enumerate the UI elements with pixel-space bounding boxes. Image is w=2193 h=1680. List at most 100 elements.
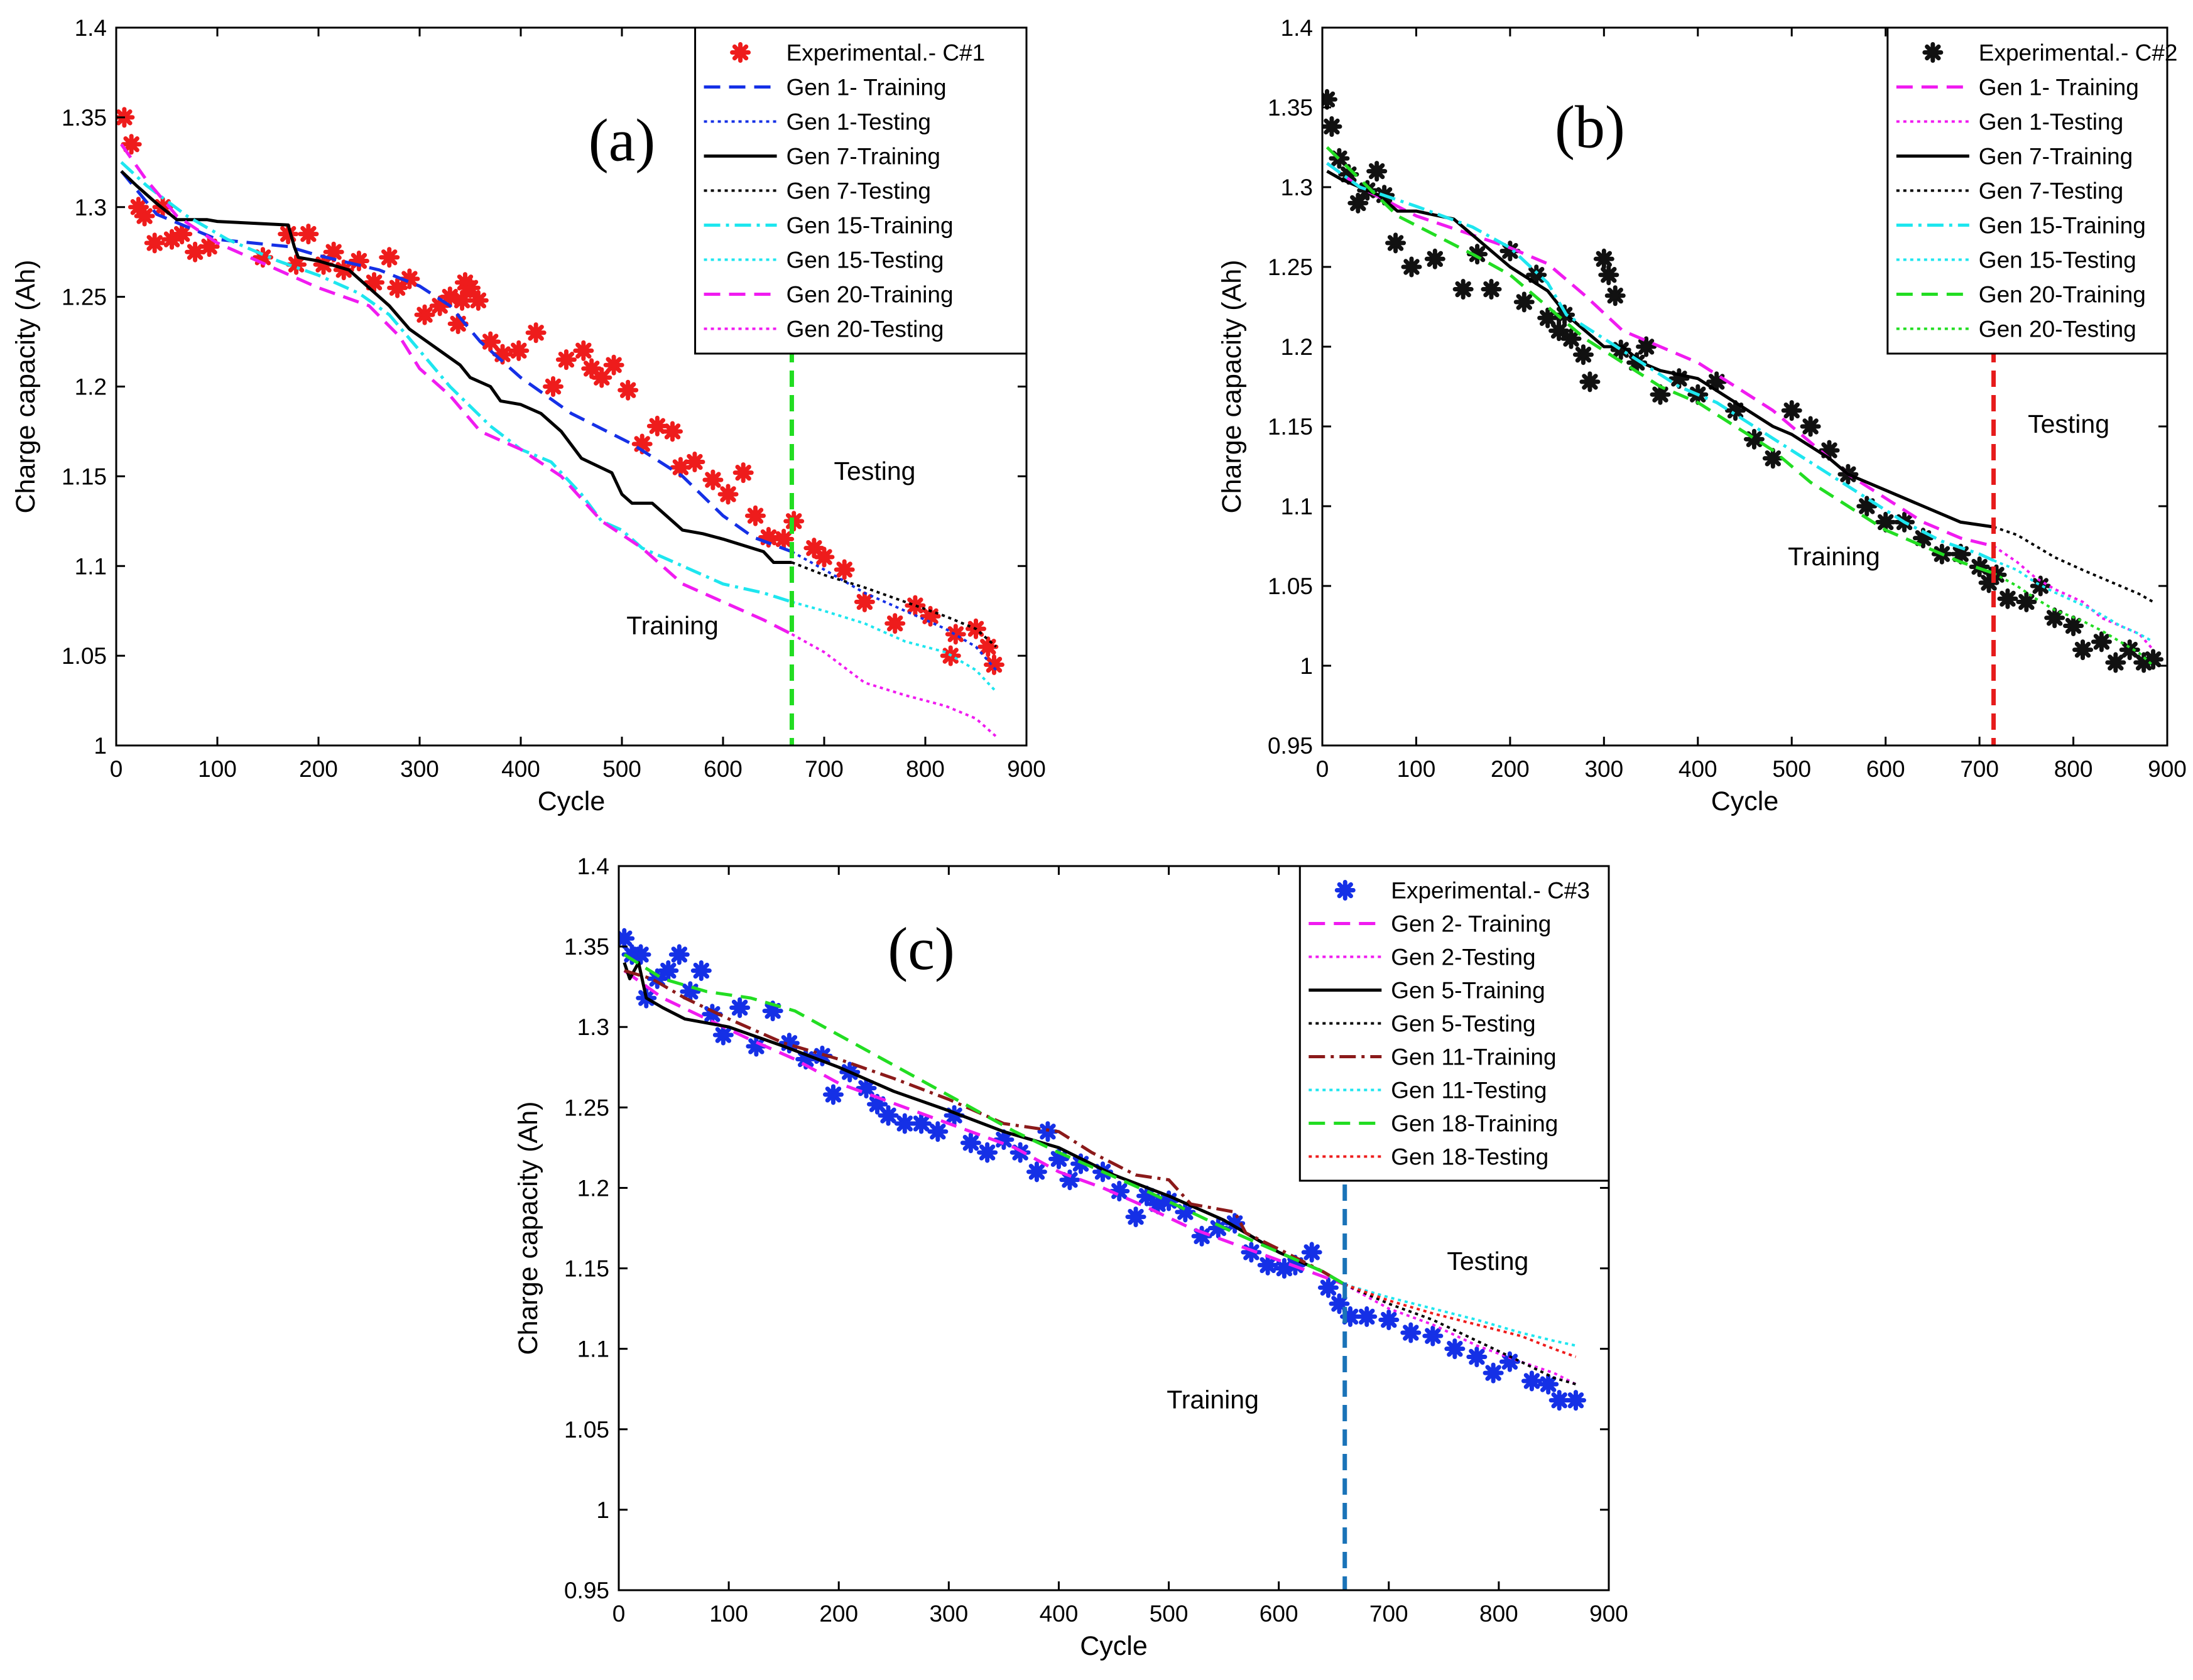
y-tick-label: 0.95	[564, 1578, 609, 1603]
annotation-testing: Testing	[2028, 409, 2109, 438]
legend-swatch	[730, 42, 751, 63]
legend-item: Gen 11-Training	[1309, 1044, 1557, 1070]
series-line-1	[1326, 161, 1994, 548]
x-axis-label: Cycle	[538, 786, 606, 816]
y-tick-label: 1.25	[62, 285, 107, 310]
x-tick-label: 0	[612, 1601, 626, 1627]
y-tick-label: 1.1	[577, 1336, 609, 1362]
legend-label: Gen 11-Testing	[1391, 1078, 1547, 1103]
x-tick-label: 700	[1369, 1601, 1408, 1627]
panel-label: (b)	[1555, 94, 1625, 161]
x-tick-label: 900	[1589, 1601, 1628, 1627]
data-point	[1725, 400, 1746, 421]
annotation-training: Training	[626, 611, 719, 640]
data-point	[1650, 384, 1671, 405]
legend-label: Experimental.- C#2	[1979, 40, 2178, 66]
legend-label: Gen 20-Testing	[1979, 317, 2136, 342]
data-point	[746, 1036, 767, 1057]
legend-label: Gen 7-Testing	[786, 178, 931, 204]
data-point	[1521, 1370, 1542, 1392]
data-point	[2072, 639, 2093, 661]
data-point	[543, 376, 564, 397]
series-line-1	[120, 170, 793, 553]
data-point	[1257, 1254, 1278, 1276]
y-tick-label: 1.4	[577, 854, 609, 879]
legend-label: Gen 7-Training	[786, 144, 940, 170]
y-tick-label: 1.3	[1281, 175, 1313, 200]
legend-item: Gen 1-Testing	[704, 109, 931, 135]
legend-item: Gen 15-Testing	[704, 247, 944, 273]
data-point	[773, 528, 795, 550]
y-tick-label: 1	[94, 733, 107, 759]
y-tick-label: 1.15	[62, 463, 107, 489]
data-point	[1513, 291, 1535, 313]
data-point	[856, 1078, 877, 1099]
data-point	[414, 304, 435, 325]
legend-item: Gen 15-Testing	[1896, 247, 2136, 273]
chart-panel-2: 0 100 200 300 400 500 600 700 800 900 0.95 1 1.05 1.1…	[1217, 15, 2187, 816]
legend-item: Experimental.- C#1	[730, 40, 985, 66]
legend-item: Gen 1- Training	[1896, 75, 2139, 100]
x-tick-label: 600	[1866, 756, 1905, 782]
data-point	[1986, 564, 2007, 585]
data-point	[1548, 1390, 1570, 1411]
legend-item: Gen 5-Training	[1309, 978, 1545, 1004]
y-tick-label: 1.15	[1268, 414, 1313, 440]
annotation-training: Training	[1788, 542, 1880, 571]
legend-item: Experimental.- C#3	[1334, 878, 1590, 904]
data-point	[1329, 148, 1350, 169]
chart-panel-3: 0 100 200 300 400 500 600 700 800 900 0.95 1 1.05 1.1…	[513, 854, 1628, 1661]
data-point	[814, 546, 835, 568]
legend-label: Gen 1-Testing	[1979, 109, 2123, 135]
data-point	[1912, 528, 1934, 549]
data-point	[603, 354, 624, 376]
data-point	[983, 654, 1004, 675]
data-point	[684, 452, 705, 473]
legend-item: Gen 20-Training	[1896, 282, 2146, 308]
data-point	[803, 538, 825, 559]
data-point	[1819, 440, 1840, 461]
series-line-6	[1344, 1283, 1576, 1347]
data-point	[630, 944, 651, 965]
data-point	[618, 379, 639, 401]
x-tick-label: 500	[602, 756, 641, 782]
data-point	[2105, 652, 2126, 673]
series-line-2	[791, 550, 998, 671]
data-point	[1026, 1161, 1047, 1183]
legend-label: Gen 1- Training	[1979, 75, 2139, 100]
data-point	[2119, 639, 2140, 661]
y-tick-label: 1.4	[1281, 15, 1313, 41]
x-tick-label: 300	[400, 756, 439, 782]
data-point	[1598, 264, 1619, 286]
annotation-training: Training	[1167, 1385, 1259, 1414]
legend-label: Gen 5-Training	[1391, 978, 1545, 1004]
data-point	[717, 484, 739, 505]
x-tick-label: 300	[929, 1601, 968, 1627]
x-tick-label: 600	[704, 756, 743, 782]
data-point	[379, 247, 400, 268]
data-point	[1762, 448, 1783, 469]
y-tick-label: 1.2	[577, 1175, 609, 1201]
data-point	[1481, 279, 1502, 300]
legend-item: Gen 1-Testing	[1896, 109, 2123, 135]
legend-item: Gen 18-Training	[1309, 1111, 1558, 1137]
data-point	[911, 1113, 932, 1134]
legend-label: Gen 15-Training	[1979, 213, 2146, 239]
legend-label: Experimental.- C#3	[1391, 878, 1590, 904]
data-point	[732, 462, 754, 484]
y-tick-label: 1.05	[564, 1417, 609, 1443]
x-tick-label: 200	[299, 756, 338, 782]
legend-label: Gen 18-Testing	[1391, 1144, 1548, 1170]
data-point	[2044, 607, 2065, 629]
y-tick-label: 1.25	[564, 1095, 609, 1120]
chart-panel-1: 0 100 200 300 400 500 600 700 800 900 1 1.05 1.1 1.15…	[11, 15, 1046, 816]
y-tick-label: 1.3	[75, 195, 107, 220]
y-tick-label: 1.2	[1281, 334, 1313, 360]
series-line-2	[1993, 545, 2155, 651]
series-line-5	[624, 969, 1346, 1286]
data-point	[894, 1113, 915, 1134]
data-point	[702, 469, 724, 490]
data-point	[508, 340, 530, 361]
data-point	[387, 277, 408, 298]
data-point	[1322, 116, 1342, 137]
